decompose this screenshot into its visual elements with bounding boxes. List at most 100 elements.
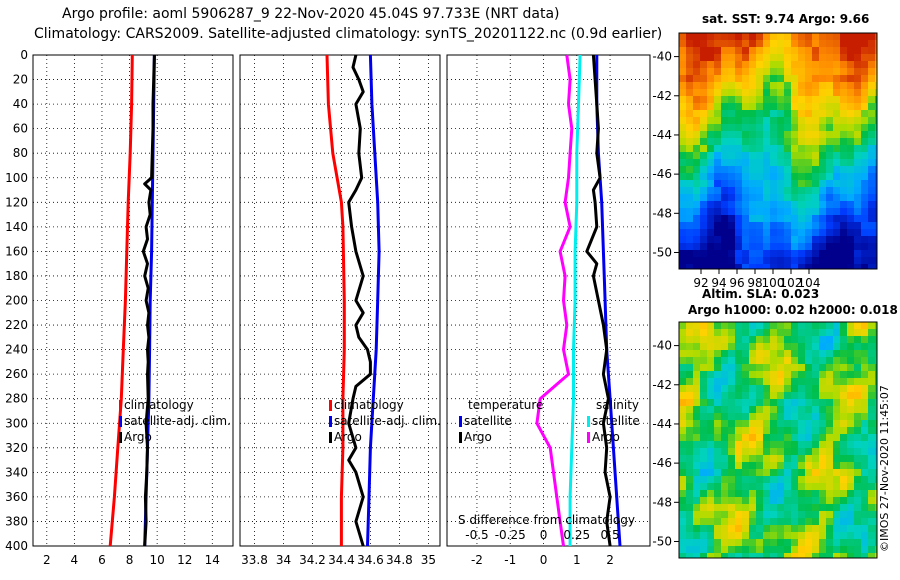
map-cell: [833, 40, 840, 47]
map-cell: [679, 187, 686, 194]
map-cell: [819, 357, 826, 364]
map-cell: [770, 201, 777, 208]
map-cell: [847, 194, 854, 201]
map-cell: [847, 427, 854, 434]
map-cell: [791, 61, 798, 68]
map-cell: [686, 201, 693, 208]
map-cell: [756, 448, 763, 455]
map-cell: [742, 539, 749, 546]
map-cell: [742, 434, 749, 441]
map-cell: [700, 322, 707, 329]
map-cell: [791, 385, 798, 392]
s-diff-axis-title: S difference from climatology: [458, 513, 635, 527]
map-cell: [798, 483, 805, 490]
map-cell: [840, 82, 847, 89]
map-cell: [700, 343, 707, 350]
map-cell: [679, 462, 686, 469]
map-cell: [819, 243, 826, 250]
map-cell: [756, 364, 763, 371]
map-cell: [798, 75, 805, 82]
map-cell: [763, 350, 770, 357]
map-cell: [847, 82, 854, 89]
map-cell: [749, 194, 756, 201]
map-cell: [868, 250, 875, 257]
map-cell: [819, 448, 826, 455]
map-cell: [805, 54, 812, 61]
map-cell: [861, 434, 868, 441]
map-cell: [826, 166, 833, 173]
map-cell: [700, 504, 707, 511]
map-cell: [693, 54, 700, 61]
map-cell: [735, 357, 742, 364]
map-cell: [784, 208, 791, 215]
map-cell: [868, 406, 875, 413]
map-cell: [721, 413, 728, 420]
map-cell: [854, 343, 861, 350]
map-cell: [777, 483, 784, 490]
x-tick-label: 2: [606, 553, 614, 567]
map-cell: [707, 553, 714, 558]
map-cell: [826, 61, 833, 68]
map-cell: [728, 159, 735, 166]
map-cell: [700, 117, 707, 124]
map-cell: [679, 441, 686, 448]
y-tick-label: 320: [5, 441, 28, 455]
map-cell: [805, 103, 812, 110]
map-cell: [840, 497, 847, 504]
map-cell: [798, 322, 805, 329]
map-cell: [770, 532, 777, 539]
map-cell: [693, 532, 700, 539]
map-cell: [735, 504, 742, 511]
map-cell: [707, 539, 714, 546]
map-cell: [777, 54, 784, 61]
map-cell: [777, 322, 784, 329]
map-cell: [763, 427, 770, 434]
map-cell: [777, 152, 784, 159]
map-cell: [707, 103, 714, 110]
map-cell: [756, 385, 763, 392]
map-cell: [833, 264, 840, 269]
map-cell: [721, 145, 728, 152]
map-cell: [763, 236, 770, 243]
map-cell: [679, 110, 686, 117]
map-cell: [798, 427, 805, 434]
map-cell: [861, 152, 868, 159]
map-cell: [763, 518, 770, 525]
map-cell: [693, 180, 700, 187]
map-cell: [770, 329, 777, 336]
map-cell: [742, 159, 749, 166]
map-cell: [735, 483, 742, 490]
map-cell: [707, 336, 714, 343]
map-cell: [812, 441, 819, 448]
map-cell: [875, 131, 877, 138]
map-cell: [763, 33, 770, 40]
map-cell: [714, 420, 721, 427]
map-cell: [840, 546, 847, 553]
map-cell: [770, 166, 777, 173]
map-cell: [728, 497, 735, 504]
map-cell: [679, 490, 686, 497]
map-cell: [833, 392, 840, 399]
map-cell: [686, 546, 693, 553]
map-cell: [854, 243, 861, 250]
map-cell: [686, 406, 693, 413]
map-cell: [742, 399, 749, 406]
map-cell: [735, 124, 742, 131]
map-cell: [763, 371, 770, 378]
map-cell: [777, 138, 784, 145]
map-cell: [763, 47, 770, 54]
map-cell: [861, 490, 868, 497]
map-cell: [833, 343, 840, 350]
map-cell: [700, 82, 707, 89]
map-cell: [784, 61, 791, 68]
map-cell: [826, 138, 833, 145]
map-cell: [791, 546, 798, 553]
map-cell: [693, 434, 700, 441]
map-cell: [791, 166, 798, 173]
map-cell: [798, 82, 805, 89]
map-cell: [826, 441, 833, 448]
map-cell: [749, 497, 756, 504]
map-cell: [861, 96, 868, 103]
map-cell: [861, 47, 868, 54]
map-cell: [721, 159, 728, 166]
